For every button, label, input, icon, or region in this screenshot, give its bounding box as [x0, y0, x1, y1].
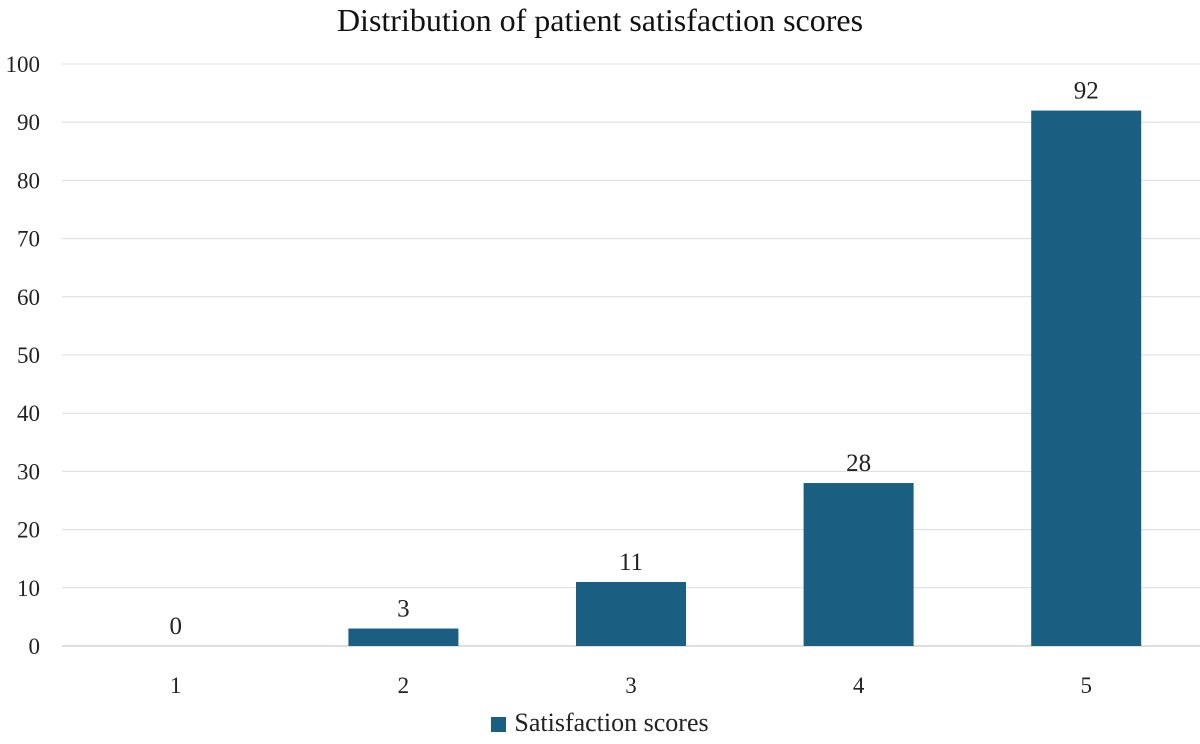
bars [348, 110, 1142, 646]
x-axis-ticks: 1 2 3 4 5 [170, 673, 1092, 698]
legend: Satisfaction scores [0, 708, 1200, 738]
y-tick-label: 50 [17, 343, 40, 368]
bar [348, 628, 459, 646]
x-tick-label: 2 [398, 673, 410, 698]
x-tick-label: 4 [853, 673, 865, 698]
bar [576, 581, 686, 646]
data-label: 11 [619, 549, 643, 576]
bar [1031, 110, 1142, 646]
y-tick-label: 20 [17, 518, 40, 543]
y-axis-ticks: 0 10 20 30 40 50 60 70 80 90 100 [6, 52, 41, 659]
y-tick-label: 100 [6, 52, 41, 77]
legend-swatch [491, 717, 507, 732]
y-tick-label: 40 [17, 401, 40, 426]
y-tick-label: 0 [29, 634, 41, 659]
y-tick-label: 70 [17, 227, 40, 252]
data-label: 0 [170, 613, 183, 640]
y-tick-label: 30 [17, 459, 40, 484]
x-tick-label: 5 [1080, 673, 1092, 698]
x-tick-label: 1 [170, 673, 182, 698]
x-tick-label: 3 [625, 673, 637, 698]
data-label: 28 [846, 450, 871, 477]
y-tick-label: 60 [17, 285, 40, 310]
chart-title: Distribution of patient satisfaction sco… [336, 2, 864, 38]
y-tick-label: 80 [17, 168, 40, 193]
legend-label: Satisfaction scores [514, 708, 709, 737]
bar [803, 483, 914, 646]
y-tick-label: 10 [17, 576, 40, 601]
data-label: 92 [1074, 78, 1099, 105]
data-label: 3 [397, 596, 410, 623]
data-labels: 0 3 11 28 92 [170, 78, 1099, 640]
y-tick-label: 90 [17, 110, 40, 135]
